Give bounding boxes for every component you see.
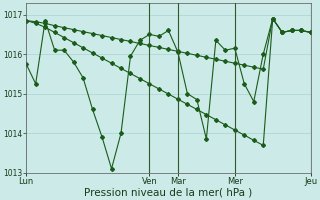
X-axis label: Pression niveau de la mer( hPa ): Pression niveau de la mer( hPa ) <box>84 187 252 197</box>
